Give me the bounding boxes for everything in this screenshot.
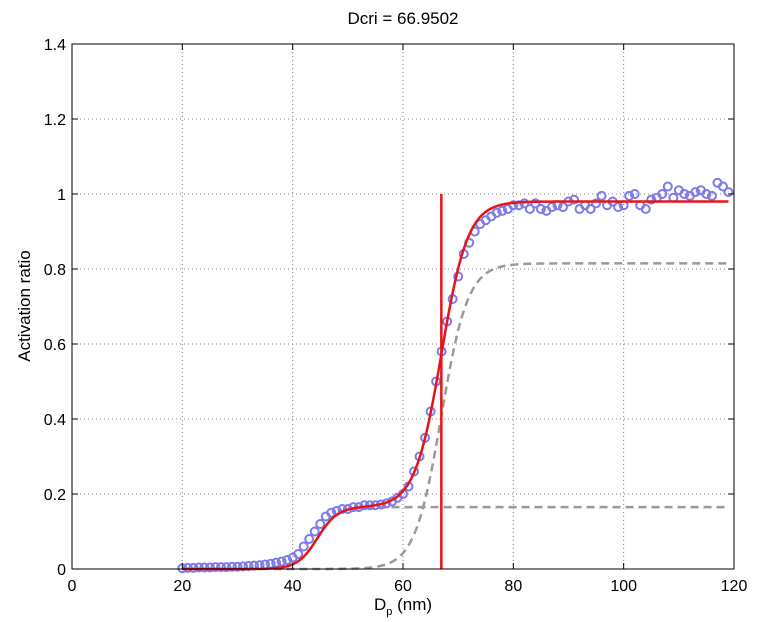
y-axis-title: Activation ratio [15,250,34,362]
data-point [723,187,734,198]
y-tick-label: 1.2 [44,112,66,129]
data-point [546,202,557,213]
data-point [557,202,568,213]
data-point [210,562,221,573]
x-tick-labels: 0 20 40 60 80 100 120 [68,578,748,595]
x-tick-label: 120 [721,578,748,595]
fit-curve [182,200,729,571]
y-tick-label: 0.4 [44,412,66,429]
data-point [215,562,226,573]
data-point [226,561,237,572]
data-point [717,181,728,192]
y-tick-label: 1 [57,187,66,204]
data-point [679,189,690,199]
y-tick-label: 0.8 [44,262,66,279]
x-tick-label: 40 [284,578,302,595]
data-point [530,198,541,209]
x-axis-title-sub: p [386,606,392,618]
data-point [271,557,282,568]
x-tick-label: 20 [173,578,191,595]
data-point [309,526,320,537]
x-tick-label: 0 [68,578,77,595]
data-point [701,189,712,199]
data-point [706,190,717,201]
y-tick-labels: 0 0.2 0.4 0.6 0.8 1 1.2 1.4 [44,37,66,579]
y-tick-label: 0 [57,562,66,579]
x-tick-label: 80 [504,578,522,595]
data-point [204,562,215,573]
y-tick-label: 0.2 [44,487,66,504]
y-tick-label: 1.4 [44,37,66,54]
measured-points [177,177,734,574]
data-point [293,549,304,559]
data-point [640,204,651,214]
data-point [524,204,535,214]
data-point [690,187,701,198]
data-point [221,562,232,573]
data-point [508,200,519,211]
data-point [491,207,502,218]
data-point [326,507,337,518]
data-point [315,519,326,529]
x-axis-title-unit: (nm) [392,595,432,614]
x-tick-label: 100 [610,578,637,595]
data-point [199,562,210,573]
data-point [569,194,580,205]
data-point [238,561,249,572]
data-point [662,181,673,192]
data-point [624,190,635,201]
data-point [591,198,602,209]
data-point [657,189,668,199]
data-point [535,204,546,214]
data-point [613,202,624,213]
data-point [596,190,607,201]
chart-title: Dcri = 66.9502 [347,9,458,28]
data-point [304,534,315,544]
data-point [298,541,309,552]
fit-curve-group [182,200,729,571]
x-axis-title-main: D [374,595,386,614]
data-point [629,189,640,199]
data-point [646,194,657,205]
data-point [585,204,596,214]
data-point [497,205,508,216]
data-point [232,561,243,572]
x-axis-title: Dp (nm) [374,595,432,618]
y-tick-label: 0.6 [44,337,66,354]
data-point [282,555,293,565]
x-tick-label: 60 [394,578,412,595]
data-point [276,556,287,567]
axis-ticks [71,43,735,570]
data-point [193,562,204,573]
plot-area [72,44,734,569]
